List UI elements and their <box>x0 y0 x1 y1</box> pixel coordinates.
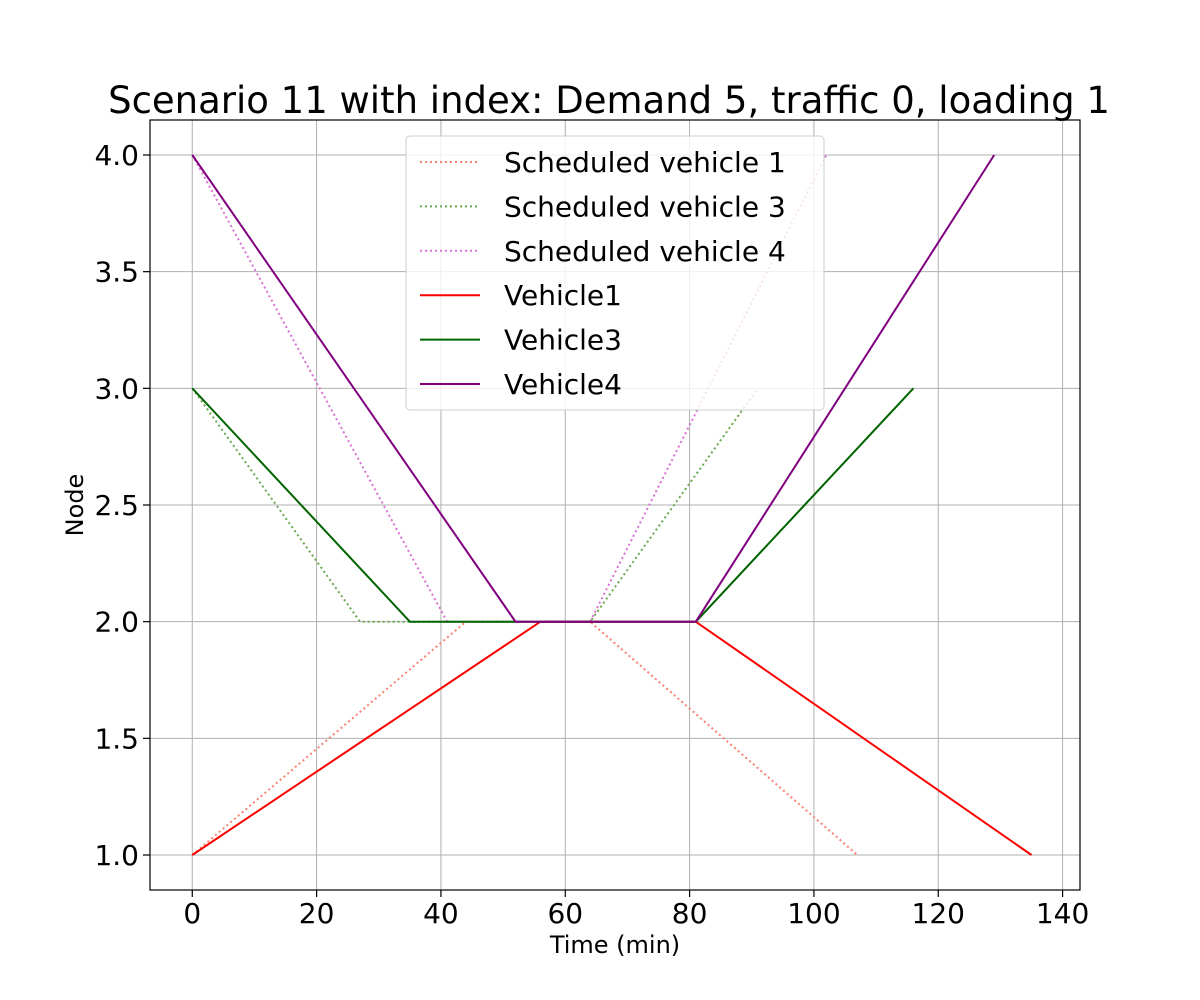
y-tick-label: 1.0 <box>94 839 139 872</box>
legend-label: Scheduled vehicle 4 <box>504 235 786 268</box>
x-tick-label: 100 <box>787 897 840 930</box>
legend-label: Vehicle3 <box>504 324 622 357</box>
x-tick-label: 120 <box>912 897 965 930</box>
x-axis-label: Time (min) <box>549 931 680 959</box>
x-tick-label: 40 <box>423 897 459 930</box>
legend: Scheduled vehicle 1 Scheduled vehicle 3 Sc… <box>405 135 825 411</box>
x-tick-label: 140 <box>1036 897 1089 930</box>
y-tick-label: 3.5 <box>94 256 139 289</box>
ticks: 0 20 40 60 80 100 120 140 1.0 1.5 2.0 2.5 3.0 3.5 4.0 <box>94 139 1089 930</box>
y-tick-label: 2.5 <box>94 489 139 522</box>
x-tick-label: 20 <box>299 897 335 930</box>
series-line-scheduled-vehicle-3 <box>191 387 759 623</box>
y-tick-label: 1.5 <box>94 722 139 755</box>
y-axis-label: Node <box>61 474 89 537</box>
legend-label: Vehicle4 <box>504 368 622 401</box>
y-tick-label: 2.0 <box>94 606 139 639</box>
x-tick-label: 60 <box>547 897 583 930</box>
legend-box <box>405 135 825 411</box>
chart-title: Scenario 11 with index: Demand 5, traffi… <box>108 79 1110 122</box>
x-tick-label: 80 <box>672 897 708 930</box>
series-line-vehicle4 <box>191 154 996 623</box>
legend-label: Scheduled vehicle 3 <box>504 190 786 223</box>
y-tick-label: 3.0 <box>94 372 139 405</box>
legend-label: Vehicle1 <box>504 279 622 312</box>
y-tick-label: 4.0 <box>94 139 139 172</box>
x-tick-label: 0 <box>183 897 201 930</box>
legend-label: Scheduled vehicle 1 <box>504 146 786 179</box>
